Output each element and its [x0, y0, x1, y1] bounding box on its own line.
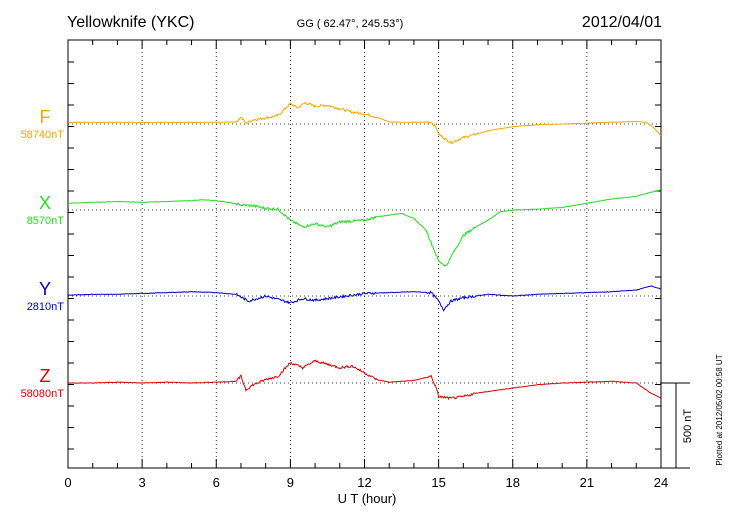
x-tick-label: 6: [213, 475, 220, 490]
x-axis-label: U T (hour): [338, 491, 397, 506]
y-ticks: [68, 61, 661, 450]
grid: [68, 40, 661, 468]
series-name-y: Y: [39, 279, 51, 299]
x-tick-label: 0: [64, 475, 71, 490]
x-tick-label: 15: [431, 475, 445, 490]
scale-bar-label: 500 nT: [682, 409, 694, 444]
series-line-x: [68, 189, 661, 267]
station-coords: GG ( 62.47°, 245.53°): [297, 18, 404, 30]
series-line-f: [68, 101, 662, 145]
x-tick-label: 12: [357, 475, 371, 490]
scale-bar: 500 nT: [661, 382, 694, 469]
series-baseline-z: 58080nT: [21, 388, 65, 400]
plotted-at-note: Plotted at 2012/05/02 00:58 UT: [715, 354, 724, 465]
series-line-y: [67, 285, 662, 312]
x-tick-label: 21: [580, 475, 594, 490]
x-tick-label: 18: [506, 475, 520, 490]
plot-date: 2012/04/01: [582, 14, 662, 31]
x-ticks: 0 3 6 9 12 15 18 21 24: [64, 40, 668, 490]
series-group: [67, 101, 662, 401]
station-title: Yellowknife (YKC): [67, 14, 194, 31]
series-baseline-f: 58740nT: [21, 129, 65, 141]
series-name-f: F: [40, 107, 51, 127]
x-tick-label: 9: [287, 475, 294, 490]
series-baseline-y: 2810nT: [27, 301, 65, 313]
series-name-z: Z: [40, 366, 51, 386]
series-name-x: X: [39, 193, 51, 213]
series-baseline-x: 8570nT: [27, 215, 65, 227]
x-tick-label: 3: [139, 475, 146, 490]
x-tick-label: 24: [654, 475, 668, 490]
series-labels: F 58740nT X 8570nT Y 2810nT Z 58080nT: [21, 107, 65, 400]
series-line-z: [68, 359, 662, 401]
